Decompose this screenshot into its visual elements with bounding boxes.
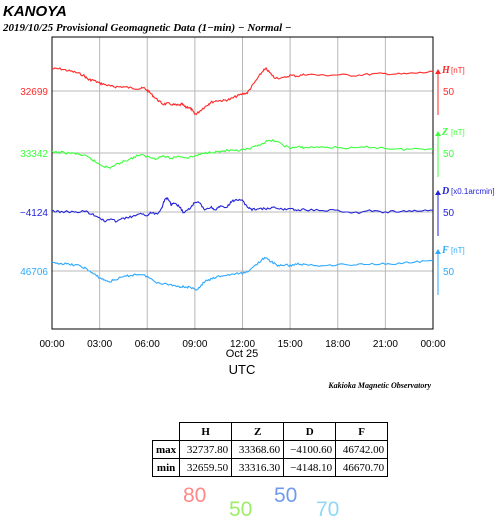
- stats-row-label: max: [151, 440, 181, 459]
- baseline-label-h: 32699: [20, 87, 48, 98]
- handwritten-note-z: 50: [229, 498, 253, 521]
- geomagnetic-chart: KANOYA 2019/10/25 Provisional Geomagneti…: [2, 3, 495, 390]
- stats-cell: −4148.10: [283, 458, 337, 477]
- stats-header-row: H Z D F: [152, 422, 389, 441]
- stats-row-min: min 32659.50 33316.30 −4148.10 46670.70: [151, 458, 389, 477]
- stats-header: H: [179, 422, 233, 441]
- scale-bars: H [nT]50Z [nT]50D [x0.1arcmin]50F [nT]50: [435, 65, 495, 295]
- scale-arrow-head: [435, 190, 441, 195]
- scale-arrow-head: [435, 249, 441, 254]
- plot-frame: [51, 36, 434, 330]
- stats-header: Z: [231, 422, 285, 441]
- handwritten-note-f: 70: [316, 498, 340, 521]
- stats-row-max: max 32737.80 33368.60 −4100.60 46742.00: [151, 440, 389, 459]
- x-axis-label: UTC: [229, 362, 256, 377]
- x-tick-label: 21:00: [373, 339, 398, 350]
- series-unit-d: [x0.1arcmin]: [451, 187, 495, 196]
- baseline-label-f: 46706: [20, 267, 48, 278]
- series-name-z: Z: [441, 127, 448, 138]
- scale-label-z: 50: [443, 149, 455, 160]
- series-unit-f: [nT]: [451, 246, 465, 255]
- series-line-z: [51, 138, 434, 170]
- x-tick-label: 06:00: [135, 339, 160, 350]
- x-tick-label: 03:00: [87, 339, 112, 350]
- grid: [52, 37, 433, 329]
- series-name-h: H: [441, 65, 451, 76]
- stats-cell: 32737.80: [179, 440, 233, 459]
- scale-label-d: 50: [443, 208, 455, 219]
- series-name-f: F: [441, 245, 449, 256]
- stats-header: F: [335, 422, 389, 441]
- handwritten-note-d: 50: [274, 484, 298, 507]
- baseline-labels: 32699 33342 −4124 46706: [20, 87, 49, 278]
- stats-cell: 33368.60: [231, 440, 285, 459]
- stats-cell: 46742.00: [335, 440, 389, 459]
- series-unit-z: [nT]: [451, 128, 465, 137]
- stats-cell: −4100.60: [283, 440, 337, 459]
- scale-arrow-head: [435, 69, 441, 74]
- baseline-label-d: −4124: [20, 208, 49, 219]
- observatory-credit: Kakioka Magnetic Observatory: [327, 381, 431, 390]
- scale-label-h: 50: [443, 87, 455, 98]
- series-layer: [51, 67, 434, 291]
- scale-arrow-head: [435, 131, 441, 136]
- series-line-f: [51, 256, 434, 291]
- stats-table: H Z D F max 32737.80 33368.60 −4100.60 4…: [151, 422, 389, 477]
- x-tick-label: 09:00: [182, 339, 207, 350]
- stats-header: D: [283, 422, 337, 441]
- x-tick-label: 00:00: [420, 339, 445, 350]
- scale-label-f: 50: [443, 267, 455, 278]
- date-label: Oct 25: [226, 348, 258, 360]
- x-tick-label: 15:00: [278, 339, 303, 350]
- stats-row-label: min: [151, 458, 181, 477]
- x-tick-label: 18:00: [325, 339, 350, 350]
- handwritten-note-h: 80: [183, 484, 207, 507]
- x-tick-label: 00:00: [39, 339, 64, 350]
- series-line-d: [51, 197, 433, 223]
- series-name-d: D: [441, 186, 449, 197]
- x-tick-labels: 00:00 03:00 06:00 09:00 12:00 15:00 18:00 21:00…: [39, 339, 445, 350]
- x-tick-label: 12:00: [230, 339, 255, 350]
- baseline-label-z: 33342: [20, 149, 48, 160]
- chart-subtitle: 2019/10/25 Provisional Geomagnetic Data …: [2, 22, 292, 34]
- stats-corner: [152, 422, 181, 441]
- series-unit-h: [nT]: [451, 66, 465, 75]
- series-line-h: [51, 67, 434, 116]
- station-title: KANOYA: [3, 3, 67, 20]
- stats-cell: 33316.30: [231, 458, 285, 477]
- stats-cell: 46670.70: [335, 458, 389, 477]
- stats-cell: 32659.50: [179, 458, 233, 477]
